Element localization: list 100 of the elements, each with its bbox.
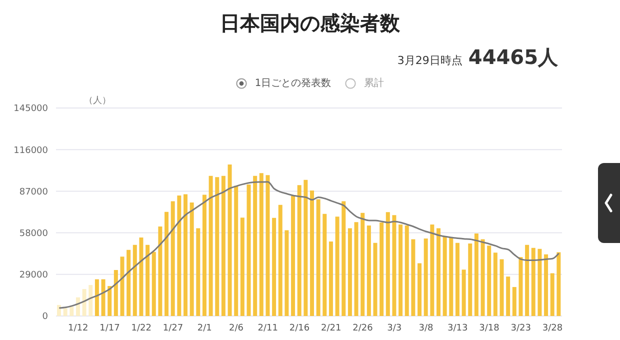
bar: [82, 289, 86, 316]
x-tick-label: 1/22: [131, 323, 152, 334]
y-tick-label: 0: [42, 312, 48, 322]
bar: [196, 228, 200, 316]
bar: [291, 196, 296, 316]
x-tick-label: 1/27: [162, 323, 184, 334]
bar: [380, 222, 384, 316]
bar: [177, 196, 182, 316]
x-tick-label: 3/23: [510, 323, 531, 334]
bar: [525, 244, 530, 316]
x-tick-label: 3/28: [542, 323, 563, 334]
bar: [462, 270, 466, 316]
text: 1日ごとの発表数: [254, 76, 332, 90]
x-tick-label: 2/26: [352, 323, 374, 334]
bar: [208, 176, 213, 316]
bar: [126, 250, 131, 316]
bar: [480, 239, 485, 316]
y-tick-label: 29000: [19, 270, 48, 281]
bar: [468, 244, 472, 316]
bar: [114, 270, 118, 316]
x-tick-label: 2/11: [258, 323, 278, 334]
bar: [278, 204, 282, 316]
text: 3月29日時点: [397, 53, 462, 68]
bar: [493, 252, 498, 316]
bar: [342, 201, 346, 316]
chart-title: 日本国内の感染者数: [219, 10, 401, 37]
bar: [272, 218, 276, 316]
bar: [132, 244, 137, 316]
y-tick-label: 116000: [14, 146, 48, 156]
bar: [316, 199, 320, 316]
bar: [538, 248, 542, 316]
bar: [310, 190, 314, 316]
bar: [404, 225, 409, 316]
bar: [544, 254, 548, 316]
bar: [158, 226, 162, 316]
x-tick-label: 2/21: [321, 323, 342, 334]
bar: [424, 238, 428, 316]
bar: [418, 263, 422, 316]
bar: [88, 285, 93, 316]
bar: [120, 256, 124, 316]
bar: [442, 236, 447, 316]
bar: [228, 164, 232, 316]
bar: [322, 214, 327, 316]
bar: [386, 212, 390, 316]
bar: [146, 244, 150, 316]
bar: [266, 175, 270, 316]
bar: [76, 297, 80, 316]
bar: [190, 202, 194, 316]
bar: [474, 234, 478, 316]
x-tick-label: 1/12: [68, 323, 88, 334]
x-tick-label: 3/8: [418, 323, 434, 334]
bar: [70, 306, 74, 316]
y-axis-title: （人）: [84, 94, 111, 107]
bar: [449, 237, 454, 316]
bar: [455, 242, 460, 316]
bar: [170, 201, 175, 316]
bar: [57, 304, 61, 316]
bar: [139, 238, 144, 316]
bar: [94, 279, 99, 316]
text: 44465人: [468, 44, 558, 71]
bar: [101, 279, 106, 316]
bar: [240, 218, 244, 316]
x-tick-label: 1/17: [100, 323, 120, 334]
bar: [215, 177, 220, 316]
bar: [436, 228, 440, 316]
bar: [430, 224, 434, 316]
bar: [202, 194, 206, 316]
bar: [518, 257, 523, 316]
bar: [108, 286, 112, 316]
x-tick-label: 3/13: [448, 323, 468, 334]
x-tick-label: 2/1: [197, 323, 212, 334]
bar: [184, 194, 188, 316]
bar: [398, 224, 403, 316]
bar: [335, 216, 340, 316]
bar: [221, 176, 226, 316]
bar: [500, 259, 504, 316]
x-tick-label: 2/16: [289, 323, 310, 334]
bar: [234, 186, 238, 316]
bar: [373, 242, 378, 316]
bar: [152, 252, 156, 316]
y-tick-label: 58000: [19, 228, 48, 239]
bar: [392, 215, 396, 316]
bar: [304, 180, 308, 316]
bar: [366, 225, 371, 316]
bar: [411, 239, 416, 316]
bar: [253, 176, 258, 316]
bar: [259, 173, 264, 316]
bar: [506, 276, 510, 316]
bar: [164, 212, 169, 316]
y-tick-label: 87000: [19, 187, 48, 198]
y-tick-label: 145000: [14, 104, 48, 114]
bar: [512, 287, 516, 316]
bar: [550, 273, 554, 316]
bar: [531, 248, 536, 316]
bar: [487, 246, 492, 316]
bar: [246, 184, 251, 316]
bar: [354, 222, 358, 316]
bar: [63, 308, 68, 316]
bar: [328, 242, 333, 316]
bar: [348, 228, 352, 316]
